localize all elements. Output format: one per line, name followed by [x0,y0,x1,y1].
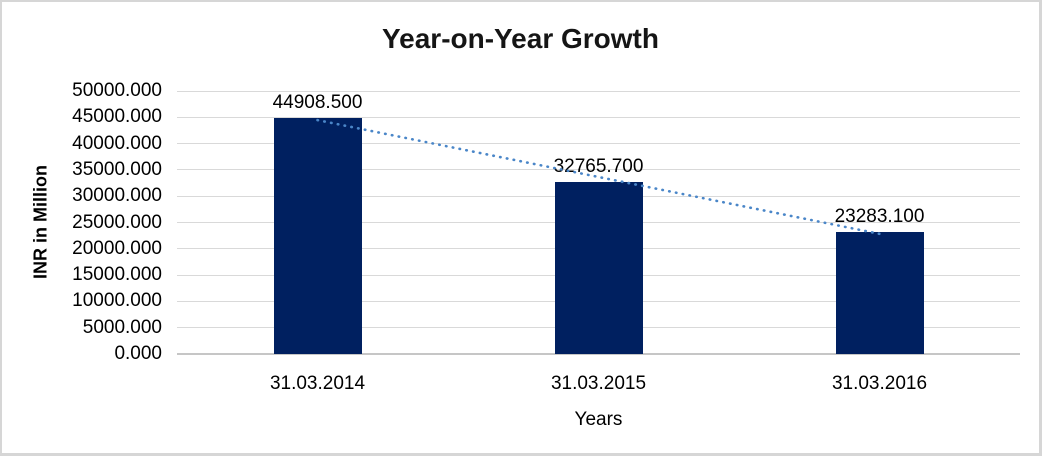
chart-title: Year-on-Year Growth [382,23,659,54]
x-tick-label: 31.03.2014 [269,373,366,394]
y-tick-label: 30000.000 [72,185,162,207]
y-tick-label: 5000.000 [82,316,162,338]
bar [835,231,924,354]
y-tick-label: 0.000 [114,343,162,364]
x-axis-line [177,353,1020,355]
bar-data-label: 44908.500 [272,91,363,113]
x-tick-label: 31.03.2016 [831,373,928,394]
y-tick-label: 25000.000 [72,211,162,233]
y-tick-label: 15000.000 [72,264,162,286]
bar-data-label: 32765.700 [553,155,644,177]
y-tick-label: 10000.000 [72,290,162,312]
gridline [177,116,1020,118]
x-tick-label: 31.03.2015 [550,373,647,394]
y-tick-label: 20000.000 [72,237,162,259]
x-axis-title: Years [574,409,623,430]
y-tick-label: 40000.000 [72,132,162,154]
y-tick-label: 50000.000 [72,80,162,101]
gridline [177,90,1020,92]
y-tick-label: 45000.000 [72,106,162,128]
bar [554,181,643,354]
y-tick-label: 35000.000 [72,158,162,180]
bar [273,117,362,354]
bar-data-label: 23283.100 [834,205,925,227]
